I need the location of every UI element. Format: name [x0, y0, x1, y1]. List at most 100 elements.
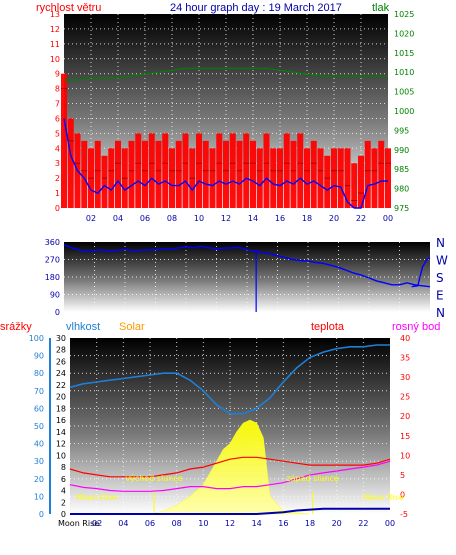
wind-speed-tick-label: 2 — [55, 174, 60, 183]
pressure-tick-label: 980 — [394, 185, 409, 194]
temperature-tick-label: 10 — [400, 451, 410, 460]
direction-tick-label: 90 — [50, 291, 60, 300]
rain-tick-label: 30 — [34, 457, 44, 466]
wind-gust-bar — [378, 140, 385, 208]
direction-tick-label: 270 — [45, 256, 60, 265]
wind-gust-bar — [263, 133, 270, 208]
sun-moon-annotation: Moon Rise — [363, 493, 404, 502]
rain-tick-label: 100 — [29, 334, 44, 343]
wind-gust-bar — [283, 133, 290, 208]
temperature-tick-label: 30 — [400, 373, 410, 382]
wind-direction-line — [63, 244, 431, 288]
time-tick-label: 06 — [140, 214, 150, 223]
wind-gust-bar — [229, 133, 236, 208]
wind-speed-tick-label: 8 — [55, 85, 60, 94]
chart-title: 24 hour graph day : 19 March 2017 — [170, 2, 342, 14]
humidity-tick-label: 10 — [56, 451, 66, 460]
time-tick-label: 04 — [118, 519, 128, 528]
sun-moon-annotation: Moon Rise — [76, 493, 117, 502]
moon-rise-bottom-label: Moon Rise — [58, 519, 99, 528]
wind-gust-bar — [148, 133, 155, 208]
temperature-tick-label: 15 — [400, 432, 410, 441]
rain-line — [70, 507, 390, 515]
wind-gust-bar — [290, 140, 297, 208]
temperature-tick-label: 20 — [400, 412, 410, 421]
wind-speed-tick-label: 10 — [50, 55, 60, 64]
pressure-tick-label: 1015 — [394, 49, 414, 58]
wind-gust-bar — [364, 140, 371, 208]
dewpoint-axis-title: rosný bod — [392, 321, 440, 333]
pressure-tick-label: 985 — [394, 165, 409, 174]
solar-axis-title: Solar — [119, 321, 145, 333]
pressure-tick-label: 995 — [394, 126, 409, 135]
wind-gust-bar — [128, 140, 135, 208]
temperature-tick-label: 5 — [400, 471, 405, 480]
humidity-axis-title: vlhkost — [66, 321, 100, 333]
wind-speed-tick-label: 7 — [55, 100, 60, 109]
wind-gust-bar — [196, 133, 202, 208]
time-tick-label: 20 — [329, 214, 339, 223]
direction-panel-background — [64, 242, 430, 312]
humidity-tick-label: 16 — [56, 416, 66, 425]
wind-gust-bar — [310, 140, 317, 208]
direction-tick-label: 0 — [55, 308, 60, 317]
wind-speed-tick-label: 11 — [50, 40, 60, 49]
wind-gust-bar — [351, 163, 358, 208]
compass-label: W — [436, 254, 448, 268]
compass-label: S — [436, 271, 444, 285]
temperature-tick-label: 40 — [400, 334, 410, 343]
rain-tick-label: 70 — [34, 387, 44, 396]
wind-gust-bar — [175, 140, 182, 208]
humidity-tick-label: 20 — [56, 393, 66, 402]
wind-gust-bar — [101, 155, 108, 208]
wind-gust-bar — [324, 155, 331, 208]
pressure-tick-label: 1000 — [394, 107, 414, 116]
pressure-tick-label: 990 — [394, 146, 409, 155]
direction-tick-label: 180 — [45, 273, 60, 282]
solar-area — [149, 419, 311, 515]
pressure-tick-label: 1005 — [394, 88, 414, 97]
wind-speed-tick-label: 3 — [55, 159, 60, 168]
time-tick-label: 10 — [198, 519, 208, 528]
wind-gust-bar — [344, 148, 351, 208]
wind-gust-bar — [270, 148, 277, 208]
time-tick-label: 20 — [332, 519, 342, 528]
wind-speed-tick-label: 6 — [55, 114, 60, 123]
wind-gust-bar — [61, 73, 67, 208]
pressure-tick-label: 975 — [394, 204, 409, 213]
compass-label: N — [436, 306, 445, 320]
pressure-tick-label: 1025 — [394, 10, 414, 19]
humidity-tick-label: 12 — [56, 440, 66, 449]
time-tick-label: 18 — [305, 519, 315, 528]
time-tick-label: 18 — [302, 214, 312, 223]
wind-gust-bar — [81, 140, 88, 208]
rain-tick-label: 80 — [34, 369, 44, 378]
wind-gust-bar — [371, 148, 378, 208]
humidity-tick-label: 28 — [56, 346, 66, 355]
wind-gust-bar — [243, 133, 250, 208]
humidity-tick-label: 0 — [61, 510, 66, 519]
wind-gust-bar — [358, 155, 364, 208]
temperature-tick-label: 0 — [400, 490, 405, 499]
wind-gust-bar — [182, 133, 189, 208]
humidity-tick-label: 24 — [56, 369, 66, 378]
wind-gust-bar — [337, 148, 344, 208]
wind-gust-bar — [216, 133, 223, 208]
compass-label: E — [436, 289, 444, 303]
wind-gust-bar — [108, 148, 115, 208]
humidity-tick-label: 2 — [61, 498, 66, 507]
wind-gust-bar — [304, 148, 310, 208]
weather-panel: 0102030405060708090100024681012141618202… — [29, 334, 410, 528]
pressure-tick-label: 1010 — [394, 68, 414, 77]
wind-speed-tick-label: 12 — [50, 25, 60, 34]
wind-gust-bar — [135, 133, 142, 208]
wind-gust-bar — [277, 148, 283, 208]
wind-gust-bar — [297, 133, 304, 208]
pressure-tick-label: 1020 — [394, 29, 414, 38]
sun-moon-annotation: východ slunce — [125, 474, 182, 483]
rain-tick-label: 40 — [34, 440, 44, 449]
wind-gust-bar — [256, 148, 263, 208]
time-tick-label: 00 — [383, 214, 393, 223]
wind-gust-bar — [317, 148, 324, 208]
